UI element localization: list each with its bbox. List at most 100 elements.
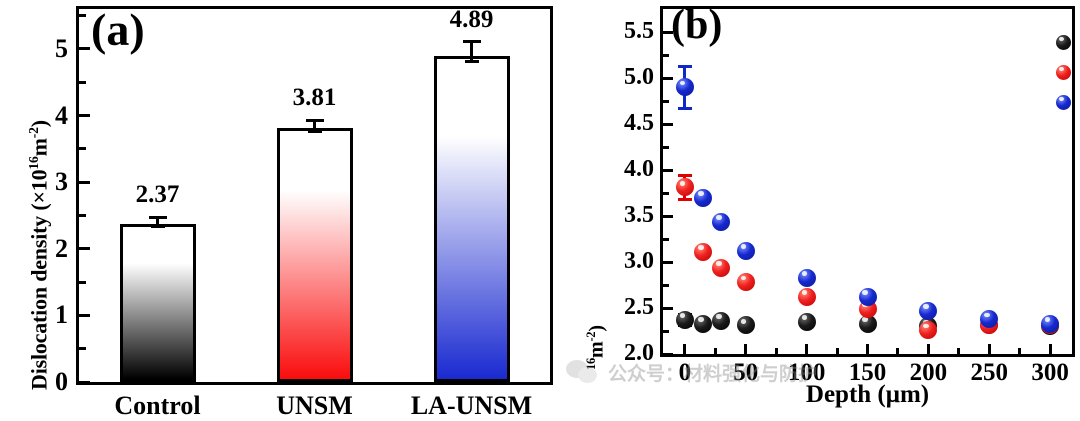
x-tick-major	[866, 344, 869, 354]
data-point	[694, 314, 713, 333]
x-tick-minor	[774, 348, 778, 354]
data-point	[694, 188, 713, 207]
y-tick-minor	[79, 147, 86, 151]
y-tick-major	[79, 47, 90, 51]
data-point	[736, 241, 755, 260]
data-point	[675, 310, 694, 329]
bar-value-label: 4.89	[449, 5, 494, 33]
y-tick-label: 2.5	[624, 294, 654, 320]
x-tick-major	[744, 344, 748, 354]
error-bar-cap	[305, 118, 324, 122]
y-tick-label: 3	[55, 167, 68, 197]
y-tick-major	[663, 352, 673, 356]
y-tick-major	[79, 180, 90, 184]
x-tick-label: 50	[733, 359, 759, 386]
y-tick-minor	[663, 53, 669, 57]
data-point	[919, 321, 938, 340]
y-tick-label: 3.5	[624, 202, 654, 228]
x-tick-label: 250	[970, 359, 1008, 386]
y-tick-minor	[663, 329, 669, 333]
x-tick-label: 150	[848, 359, 887, 386]
x-tick-major	[805, 344, 809, 354]
x-tick-minor	[835, 348, 839, 354]
y-tick-label: 5.5	[624, 18, 654, 44]
error-bar	[156, 217, 159, 227]
panel-b-tag: (b)	[671, 2, 723, 48]
data-point	[797, 268, 816, 287]
error-bar	[313, 120, 316, 131]
y-tick-minor	[79, 347, 86, 351]
x-tick-label: 200	[909, 359, 948, 386]
panel-a-tag: (a)	[91, 4, 145, 55]
data-point	[712, 258, 731, 277]
y-tick-label: 4.0	[624, 156, 654, 182]
y-tick-major	[663, 76, 673, 80]
y-tick-minor	[663, 99, 669, 103]
y-tick-label: 1	[55, 300, 68, 330]
error-bar-cap	[677, 106, 692, 110]
bar	[276, 128, 353, 382]
category-label: UNSM	[276, 391, 353, 420]
data-point	[694, 242, 713, 261]
y-tick-major	[79, 114, 90, 118]
y-tick-label: 3.0	[624, 248, 654, 274]
y-tick-major	[79, 247, 90, 251]
x-tick-major	[987, 344, 991, 354]
y-tick-minor	[663, 237, 669, 241]
x-tick-label: 100	[787, 359, 826, 386]
x-tick-minor	[1018, 348, 1022, 354]
error-bar-cap	[150, 224, 165, 228]
y-tick-label: 4	[55, 100, 68, 130]
data-point	[736, 316, 755, 335]
data-point	[858, 287, 877, 306]
x-tick-major	[683, 344, 687, 354]
y-tick-minor	[79, 213, 86, 217]
data-point	[675, 178, 694, 197]
y-tick-minor	[79, 280, 86, 284]
y-tick-label: 4.5	[624, 110, 654, 136]
data-point	[736, 273, 755, 292]
y-tick-minor	[663, 283, 669, 287]
bar	[433, 56, 510, 382]
y-tick-major	[663, 30, 673, 34]
y-tick-label: 5.0	[624, 64, 654, 90]
x-tick-major	[1048, 344, 1052, 354]
y-tick-label: 2.0	[624, 340, 654, 366]
error-bar-cap	[148, 215, 167, 219]
data-point	[797, 312, 816, 331]
error-bar-cap	[677, 197, 692, 201]
x-tick-minor	[713, 348, 717, 354]
error-bar-cap	[462, 40, 481, 44]
data-point	[1041, 314, 1060, 333]
y-tick-minor	[79, 14, 86, 18]
y-tick-major	[79, 380, 90, 384]
x-tick-label: 300	[1031, 359, 1069, 386]
panel-b-x-axis-label: Depth (μm)	[805, 381, 930, 408]
y-tick-minor	[663, 191, 669, 195]
bar-value-label: 3.81	[292, 84, 337, 112]
y-tick-label: 2	[55, 233, 68, 263]
x-tick-label: 0	[678, 359, 692, 386]
y-tick-major	[663, 122, 673, 126]
data-point	[712, 311, 731, 330]
bar-value-label: 2.37	[135, 181, 180, 209]
error-bar-cap	[677, 174, 692, 178]
legend-marker	[1056, 95, 1071, 110]
legend-marker	[1056, 35, 1071, 50]
data-point	[919, 301, 938, 320]
x-tick-major	[926, 344, 930, 354]
y-tick-label: 0	[55, 367, 68, 396]
y-tick-label: 5	[55, 33, 68, 63]
y-tick-major	[663, 168, 673, 172]
error-bar-cap	[677, 64, 692, 68]
data-point	[980, 310, 999, 329]
category-label: Control	[114, 391, 201, 420]
y-tick-major	[663, 260, 673, 264]
legend-marker	[1056, 65, 1071, 80]
y-tick-minor	[663, 145, 669, 149]
category-label: LA-UNSM	[410, 391, 533, 420]
error-bar	[470, 41, 473, 62]
